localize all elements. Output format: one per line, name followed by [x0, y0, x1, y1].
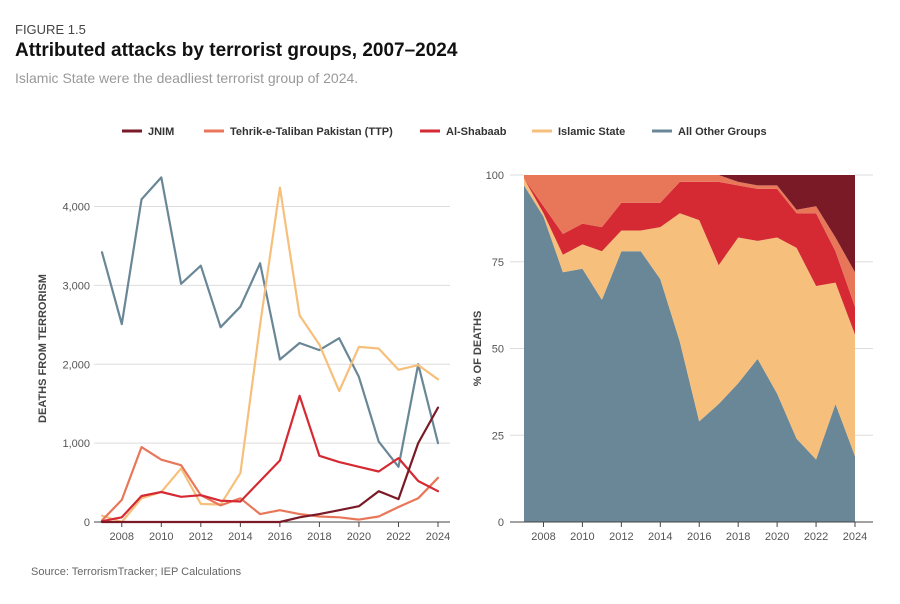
y-axis-title: % OF DEATHS: [472, 311, 484, 387]
series-line: [100, 446, 440, 522]
x-tick-label: 2008: [531, 531, 555, 543]
legend-label: Al-Shabaab: [446, 126, 507, 138]
x-tick-label: 2020: [765, 531, 789, 543]
x-tick-label: 2020: [347, 531, 371, 543]
source-note: Source: TerrorismTracker; IEP Calculatio…: [31, 566, 242, 578]
figure-label: FIGURE 1.5: [15, 22, 86, 37]
x-tick-label: 2010: [570, 531, 594, 543]
x-tick-label: 2016: [687, 531, 711, 543]
y-tick-label: 100: [486, 170, 504, 182]
y-tick-label: 25: [492, 430, 504, 442]
series-line: [100, 176, 440, 468]
area-band: [524, 178, 855, 460]
x-tick-label: 2024: [843, 531, 867, 543]
x-tick-label: 2010: [149, 531, 173, 543]
series-line: [100, 394, 440, 523]
y-tick-label: 4,000: [62, 202, 90, 214]
y-tick-label: 1,000: [62, 438, 90, 450]
y-tick-label: 0: [498, 517, 504, 529]
y-tick-label: 75: [492, 257, 504, 269]
area-band: [524, 178, 855, 335]
legend-label: Tehrik-e-Taliban Pakistan (TTP): [230, 126, 393, 138]
area-chart-percent: 0 25 50 75 100 2008 2010 2012 2014 2016 2018 2020 20…: [472, 170, 873, 543]
y-tick-label: 50: [492, 344, 504, 356]
area-band: [524, 175, 855, 307]
x-tick-label: 2018: [726, 531, 750, 543]
chart-title: Attributed attacks by terrorist groups, …: [15, 40, 458, 61]
x-tick-label: 2012: [189, 531, 213, 543]
x-tick-label: 2008: [110, 531, 134, 543]
y-axis-title: DEATHS FROM TERRORISM: [37, 274, 49, 423]
x-tick-label: 2016: [268, 531, 292, 543]
legend-label: JNIM: [148, 126, 174, 138]
x-tick-label: 2018: [307, 531, 331, 543]
x-tick-label: 2022: [804, 531, 828, 543]
chart-subtitle: Islamic State were the deadliest terrori…: [15, 70, 359, 86]
x-tick-label: 2014: [648, 531, 672, 543]
area-band: [524, 175, 855, 273]
y-tick-label: 3,000: [62, 280, 90, 292]
line-chart-deaths: 0 1,000 2,000 3,000 4,000 2008 2010 2012 2014 201…: [37, 176, 450, 543]
x-tick-label: 2012: [609, 531, 633, 543]
x-tick-label: 2024: [426, 531, 450, 543]
legend-label: All Other Groups: [678, 126, 767, 138]
y-tick-label: 0: [84, 517, 90, 529]
legend-label: Islamic State: [558, 126, 625, 138]
legend: JNIM Tehrik-e-Taliban Pakistan (TTP) Al-Sh…: [122, 126, 767, 138]
series-line: [100, 406, 440, 524]
area-band: [524, 185, 855, 522]
x-tick-label: 2022: [386, 531, 410, 543]
y-tick-label: 2,000: [62, 359, 90, 371]
x-tick-label: 2014: [228, 531, 252, 543]
